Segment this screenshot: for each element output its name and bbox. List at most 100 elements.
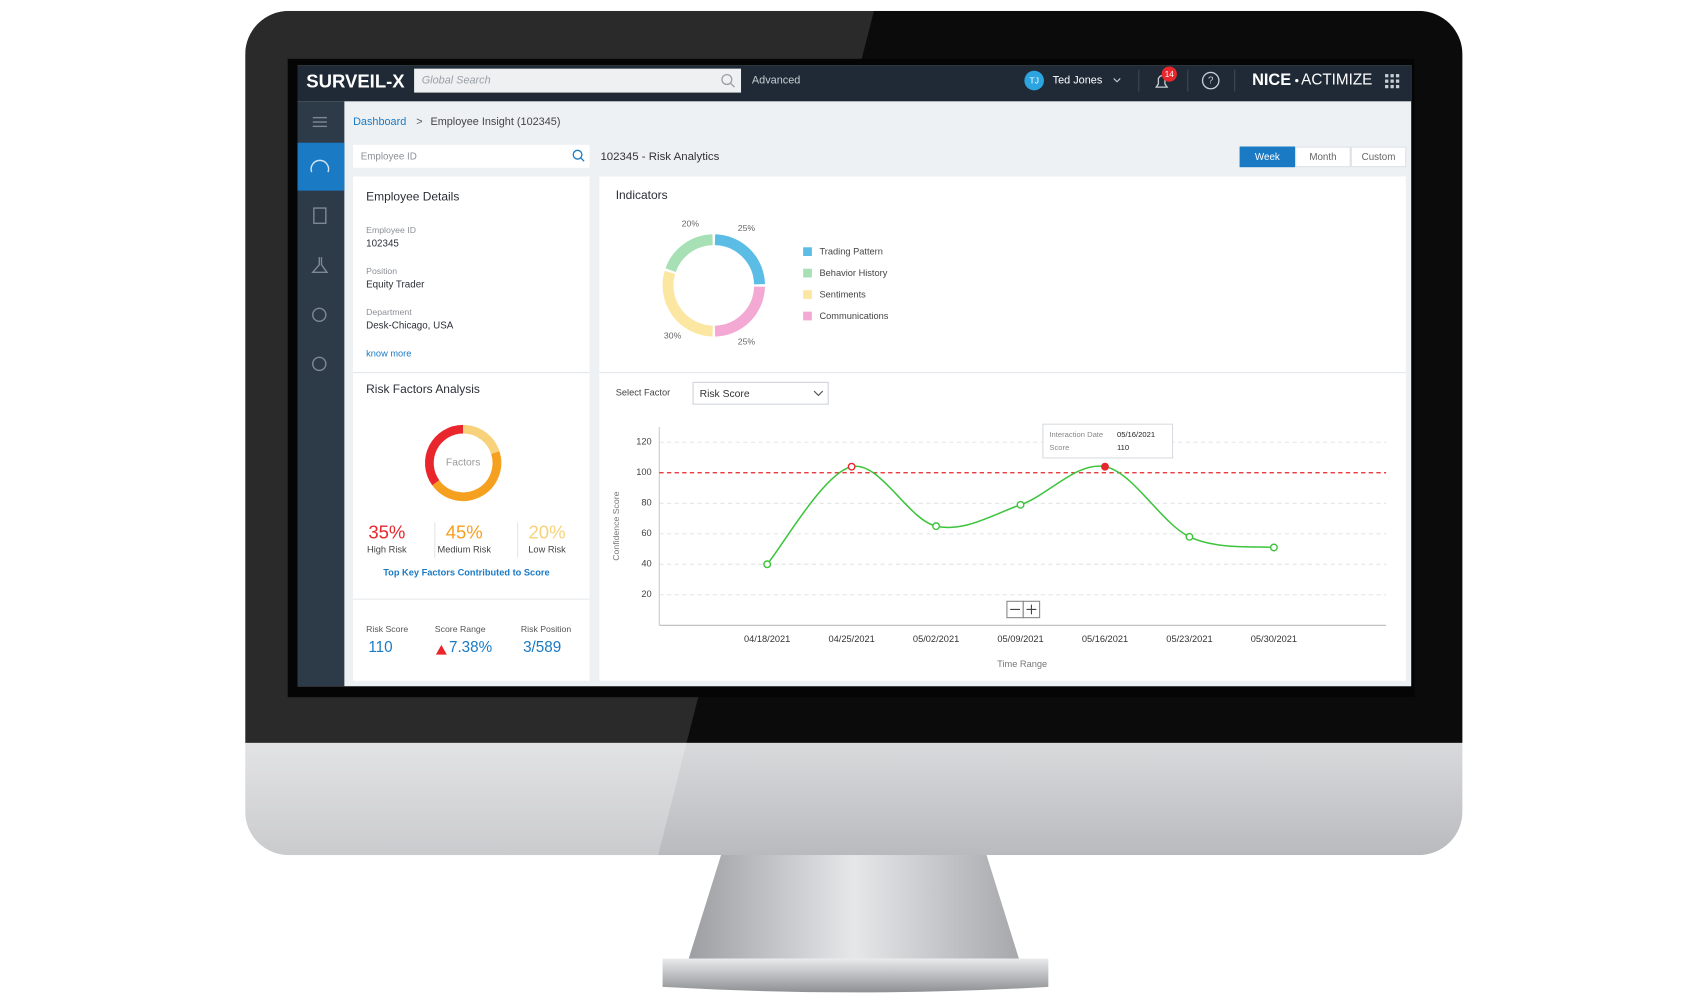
right-card [599, 176, 1406, 681]
x-tick-label: 05/30/2021 [1251, 634, 1297, 644]
know-more-link[interactable]: know more [366, 348, 411, 358]
data-point[interactable] [1185, 532, 1194, 541]
tooltip-value: 110 [1117, 443, 1129, 452]
help-glyph: ? [1208, 76, 1214, 87]
risk-category: Medium Risk [437, 545, 491, 555]
employee-search-icon [572, 149, 583, 160]
stat-label: Risk Score [366, 624, 408, 634]
donut-segment [714, 286, 765, 337]
range-tabs: Week Month Custom [1239, 146, 1407, 168]
stats: Risk Score 110 Score Range 7.38% Risk Positi… [366, 624, 571, 656]
data-point[interactable] [1016, 500, 1025, 509]
y-axis-label: Confidence Score [611, 491, 621, 560]
legend-label: Behavior History [819, 268, 887, 278]
x-axis-label: Time Range [997, 659, 1047, 669]
range-tab[interactable] [1295, 146, 1351, 168]
factor-dropdown[interactable] [692, 381, 829, 405]
brand-left: NICE [1252, 71, 1291, 89]
analytics-icon[interactable] [312, 307, 327, 323]
field-label: Employee ID [366, 225, 416, 235]
donut-segment [425, 424, 464, 486]
donut-segment [462, 424, 500, 455]
risk-percent: 20% [529, 522, 566, 543]
x-tick-label: 04/25/2021 [828, 634, 874, 644]
advanced-search[interactable]: Advanced [752, 74, 800, 86]
tooltip-value: 05/16/2021 [1117, 430, 1155, 439]
report-icon[interactable] [313, 207, 327, 225]
data-point[interactable] [847, 462, 856, 471]
sidebar-active[interactable] [297, 142, 345, 191]
field-label: Position [366, 266, 397, 276]
legend-label: Communications [819, 311, 888, 321]
global-search[interactable] [414, 68, 742, 93]
y-tick-label: 80 [641, 498, 651, 508]
notification-count: 14 [1165, 70, 1175, 79]
donut-segment [714, 234, 765, 285]
donut-center-label: Factors [446, 458, 481, 469]
donut-value-label: 25% [738, 336, 756, 346]
donut-segment [432, 451, 502, 502]
settings-icon[interactable] [312, 356, 327, 372]
field-value: Equity Trader [366, 279, 425, 290]
data-point[interactable] [1269, 543, 1278, 552]
legend-swatch [803, 290, 812, 299]
donut-value-label: 25% [738, 223, 756, 233]
risk-percent: 35% [368, 522, 405, 543]
y-tick-label: 60 [641, 528, 651, 538]
search-placeholder: Global Search [422, 74, 491, 86]
employee-search[interactable] [353, 144, 590, 168]
brand-dot [1295, 78, 1299, 83]
trend-up-icon [435, 644, 447, 655]
risk-category: Low Risk [528, 545, 566, 555]
risk-factors-title: Risk Factors Analysis [366, 382, 480, 396]
y-tick-label: 20 [641, 589, 651, 599]
logo[interactable]: SURVEIL-X [306, 71, 405, 92]
data-point[interactable] [1101, 462, 1109, 471]
y-tick-label: 100 [636, 467, 651, 477]
risk-category: High Risk [367, 545, 407, 555]
chin-glare [245, 742, 687, 856]
bezel-chin [245, 742, 1463, 856]
range-tab[interactable] [1350, 146, 1407, 168]
apps-icon[interactable] [1385, 74, 1400, 89]
breadcrumb-separator: > [416, 116, 422, 128]
breadcrumb-link[interactable]: Dashboard [353, 116, 406, 128]
stat-value: 3/589 [523, 639, 561, 656]
legend-label: Sentiments [819, 290, 866, 300]
select-factor-label: Select Factor [616, 388, 671, 398]
employee-search-placeholder: Employee ID [361, 151, 417, 162]
notification-badge [1161, 66, 1177, 82]
employee-fields: Employee ID 102345 Position Equity Trader De… [366, 225, 454, 331]
lab-icon[interactable] [311, 257, 329, 274]
range-tab[interactable] [1239, 146, 1296, 168]
range-tab-label: Week [1255, 152, 1280, 163]
donut-segment [665, 234, 714, 273]
stat-value: 110 [368, 639, 392, 656]
x-tick-label: 04/18/2021 [744, 634, 790, 644]
range-tab-label: Custom [1362, 152, 1396, 163]
field-label: Department [366, 307, 412, 317]
data-point[interactable] [932, 522, 941, 531]
employee-search-icon-handle [580, 157, 585, 162]
legend-swatch [803, 311, 812, 321]
x-tick-label: 05/02/2021 [913, 634, 959, 644]
employee-details-title: Employee Details [366, 189, 459, 203]
tooltip [1042, 423, 1174, 459]
dashboard-icon [310, 159, 330, 173]
y-tick-label: 120 [636, 437, 651, 447]
y-tick-label: 40 [641, 559, 651, 569]
menu-icon[interactable] [312, 116, 327, 128]
risk-percent: 45% [446, 522, 483, 543]
legend-swatch [803, 247, 812, 256]
page-title: 102345 - Risk Analytics [600, 151, 719, 163]
help-icon[interactable] [1201, 71, 1220, 90]
field-value: Desk-Chicago, USA [366, 320, 454, 331]
avatar[interactable] [1024, 70, 1044, 91]
donut-segment [662, 270, 713, 337]
user-name[interactable]: Ted Jones [1053, 74, 1103, 86]
data-point[interactable] [763, 560, 772, 569]
sidebar [297, 101, 345, 687]
dropdown-chevron [813, 390, 824, 397]
stand-neck [688, 854, 1019, 959]
